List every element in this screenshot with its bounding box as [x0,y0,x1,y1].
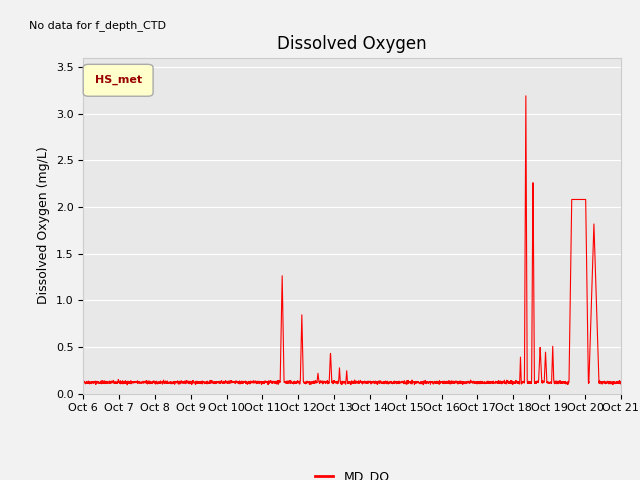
FancyBboxPatch shape [83,64,153,96]
Title: Dissolved Oxygen: Dissolved Oxygen [277,35,427,53]
Text: No data for f_depth_CTD: No data for f_depth_CTD [29,20,166,31]
Y-axis label: Dissolved Oxygen (mg/L): Dissolved Oxygen (mg/L) [37,147,50,304]
Legend: MD_DO: MD_DO [310,465,394,480]
Text: HS_met: HS_met [95,75,141,85]
